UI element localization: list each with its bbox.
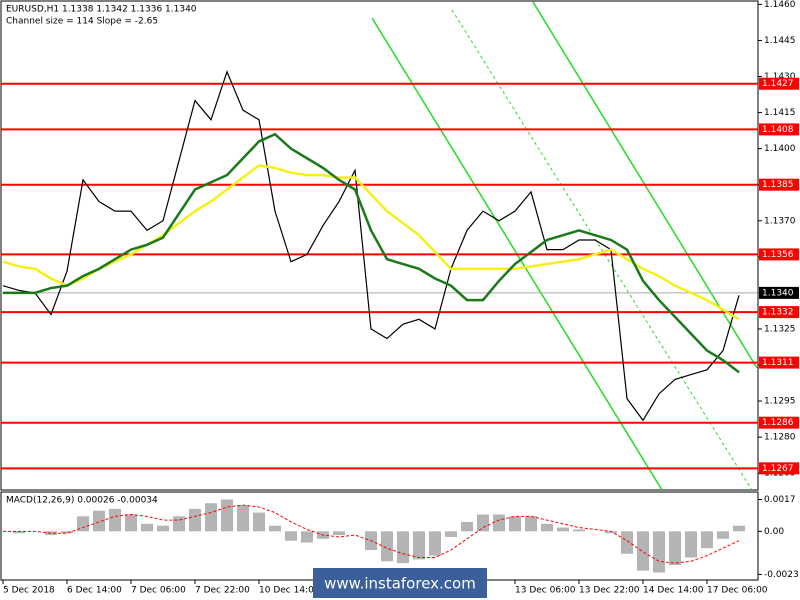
y-tick-label: 1.1415 — [764, 108, 796, 118]
macd-bar — [429, 531, 441, 556]
macd-bar — [717, 531, 729, 539]
macd-bar — [173, 516, 185, 532]
macd-bar — [701, 531, 713, 549]
x-tick-label: 14 Dec 14:00 — [643, 586, 704, 596]
macd-bar — [621, 531, 633, 554]
macd-bar — [141, 523, 153, 532]
macd-bar — [77, 516, 89, 532]
level-box — [759, 123, 799, 136]
level-box — [759, 462, 799, 475]
macd-bar — [637, 531, 649, 571]
x-tick-label: 6 Dec 14:00 — [67, 586, 122, 596]
macd-bar — [509, 516, 521, 532]
level-box — [759, 416, 799, 429]
level-box — [759, 248, 799, 261]
macd-bar — [221, 499, 233, 532]
level-label: 1.1267 — [762, 464, 794, 474]
watermark: www.instaforex.com — [324, 575, 476, 593]
moving-average — [2, 164, 740, 321]
y-tick-label: 0.00 — [764, 527, 784, 537]
x-tick-label: 7 Dec 06:00 — [131, 586, 186, 596]
macd-bar — [445, 531, 457, 537]
macd-bar — [93, 510, 105, 532]
x-tick-label: 5 Dec 2018 — [3, 586, 55, 596]
watermark-box — [313, 568, 487, 598]
macd-title: MACD(12,26,9) 0.00026 -0.00034 — [6, 496, 158, 506]
macd-bar — [13, 531, 25, 534]
x-tick-label: 13 Dec 06:00 — [515, 586, 576, 596]
macd-bar — [269, 525, 281, 532]
level-label: 1.1385 — [762, 180, 794, 190]
x-tick-label: 7 Dec 22:00 — [195, 586, 250, 596]
level-label: 1.1427 — [762, 79, 794, 89]
macd-bar — [61, 531, 73, 534]
macd-bar — [253, 512, 265, 532]
macd-bar — [669, 531, 681, 566]
macd-bar — [525, 516, 537, 532]
level-box — [759, 77, 799, 90]
macd-bar — [733, 525, 745, 532]
level-label: 1.1408 — [762, 125, 794, 135]
y-tick-label: 1.1325 — [764, 324, 796, 334]
y-tick-label: 1.1430 — [764, 72, 796, 82]
chart-subtitle: Channel size = 114 Slope = -2.65 — [6, 17, 158, 27]
macd-bar — [285, 531, 297, 541]
macd-bar — [477, 514, 489, 532]
macd-bar — [237, 505, 249, 532]
macd-bar — [413, 531, 425, 560]
x-tick-label: 17 Dec 06:00 — [707, 586, 768, 596]
levels — [1, 82, 758, 470]
plot: 5 Dec 2018 6 Dec 14:00 7 Dec 06:00 7 Dec 22… — [2, 70, 768, 596]
macd-bar — [653, 531, 665, 573]
macd-bar — [301, 531, 313, 543]
price-box — [759, 286, 799, 299]
moving-average — [3, 132, 740, 374]
level-label: 1.1311 — [762, 358, 794, 368]
y-tick-label: 1.1460 — [764, 0, 796, 10]
y-tick-label: 1.1370 — [764, 216, 796, 226]
level-box — [759, 356, 799, 369]
macd-bar — [109, 508, 121, 532]
macd-bar — [573, 529, 585, 532]
y-tick-label: 1.1445 — [764, 36, 796, 46]
level-box — [759, 178, 799, 191]
level-label: 1.1332 — [762, 308, 794, 318]
x-tick-label: 13 Dec 22:00 — [579, 586, 640, 596]
price-line — [2, 70, 740, 422]
macd-bar — [605, 531, 617, 534]
macd-bar — [157, 525, 169, 532]
y-tick-label: 0.0017 — [764, 495, 796, 505]
macd-bar — [493, 514, 505, 532]
y-tick-label: -0.0023 — [764, 570, 799, 580]
y-tick-label: 1.1295 — [764, 397, 796, 407]
price-label: 1.1340 — [762, 288, 794, 298]
chart-title: EURUSD,H1 1.1338 1.1342 1.1336 1.1340 — [6, 5, 197, 15]
macd-bar — [381, 531, 393, 562]
signal-line — [3, 504, 740, 564]
macd-bar — [685, 531, 697, 558]
macd-bar — [45, 531, 57, 536]
macd-bar — [189, 508, 201, 532]
level-box — [759, 306, 799, 319]
macd-bar — [541, 523, 553, 532]
channel-mid — [451, 9, 753, 491]
macd-bar — [205, 503, 217, 532]
y-tick-label: 1.1280 — [764, 433, 796, 443]
level-label: 1.1356 — [762, 250, 794, 260]
macd-bar — [333, 531, 345, 536]
macd-bar — [557, 527, 569, 532]
macd-bar — [397, 531, 409, 564]
y-tick-label: 1.1400 — [764, 144, 796, 154]
macd-bar — [461, 521, 473, 532]
macd-bar — [125, 514, 137, 532]
level-label: 1.1286 — [762, 418, 794, 428]
x-tick-label: 10 Dec 14:00 — [259, 586, 320, 596]
